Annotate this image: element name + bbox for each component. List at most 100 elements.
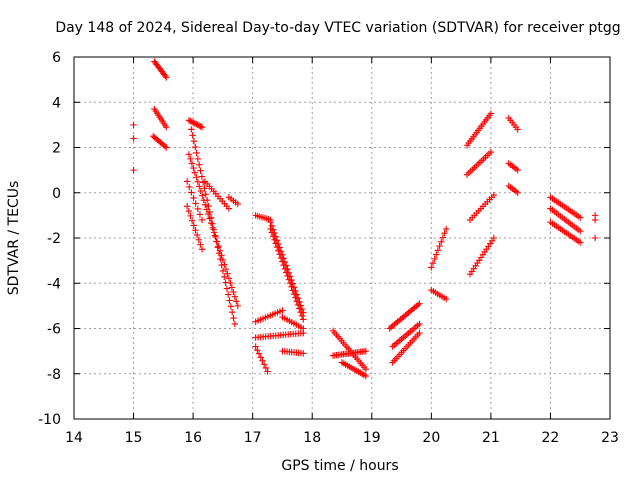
data-point	[163, 123, 170, 131]
data-point	[226, 297, 233, 304]
data-point	[293, 298, 300, 305]
data-point	[194, 155, 202, 163]
data-point	[190, 119, 197, 126]
data-point	[362, 347, 370, 355]
data-point	[225, 275, 233, 282]
data-point	[202, 201, 209, 209]
data-point	[487, 110, 495, 117]
data-point	[163, 144, 170, 151]
data-point	[225, 205, 233, 212]
y-tick-label: 2	[52, 141, 61, 157]
y-tick-label: 6	[52, 50, 61, 66]
data-point	[193, 149, 200, 157]
x-tick-label: 22	[542, 430, 560, 446]
data-point	[187, 117, 194, 125]
data-point	[255, 350, 263, 357]
data-point	[162, 72, 169, 80]
data-point	[279, 258, 286, 265]
data-point	[297, 309, 304, 316]
data-point	[591, 216, 599, 224]
data-point	[268, 222, 276, 229]
data-point	[591, 234, 599, 242]
data-point	[577, 228, 584, 235]
data-point	[362, 366, 370, 373]
data-point	[192, 200, 199, 207]
data-point	[290, 290, 298, 298]
data-point	[490, 234, 498, 242]
data-point	[188, 118, 196, 126]
axis-ticks	[73, 56, 611, 420]
data-point	[434, 247, 442, 254]
data-point	[194, 121, 201, 129]
data-point	[186, 183, 193, 191]
data-point	[190, 194, 197, 202]
data-point	[207, 214, 215, 222]
data-point	[296, 305, 303, 312]
data-point	[514, 166, 521, 174]
data-point	[190, 222, 197, 229]
data-point	[234, 302, 241, 310]
y-tick-labels: -10 -8 -6 -4 -2 0 2 4 6	[38, 50, 61, 428]
data-point	[193, 120, 200, 128]
data-point	[196, 211, 204, 218]
y-tick-label: 0	[52, 186, 61, 202]
data-point	[209, 220, 216, 227]
data-point	[183, 203, 191, 210]
y-tick-label: -8	[47, 367, 61, 383]
data-point	[283, 269, 290, 276]
data-point	[279, 307, 286, 314]
data-point	[197, 187, 204, 195]
data-point	[416, 329, 423, 337]
data-point	[292, 294, 299, 301]
data-point	[198, 216, 206, 224]
data-point	[276, 251, 283, 258]
data-point	[416, 320, 423, 328]
data-point	[198, 173, 206, 180]
data-point	[183, 178, 191, 185]
data-point	[188, 217, 196, 224]
x-tick-label: 21	[482, 430, 500, 446]
data-point	[190, 137, 198, 145]
data-point	[191, 169, 199, 176]
data-point	[205, 202, 212, 210]
data-point	[195, 236, 202, 243]
data-point	[443, 225, 450, 233]
data-point	[215, 250, 223, 257]
data-point	[431, 255, 438, 263]
data-point	[577, 214, 584, 221]
data-point	[130, 135, 137, 142]
data-point	[230, 314, 237, 322]
data-point	[300, 316, 307, 323]
data-point	[161, 143, 169, 150]
data-point	[221, 273, 228, 281]
data-point	[285, 276, 293, 283]
data-point	[267, 218, 274, 226]
data-point	[188, 126, 195, 133]
data-point	[280, 261, 287, 269]
data-point	[267, 225, 274, 233]
data-point	[206, 215, 213, 222]
data-point	[438, 238, 445, 245]
data-point	[300, 329, 307, 337]
x-tick-label: 18	[303, 430, 321, 446]
data-point	[228, 308, 236, 316]
data-point	[230, 288, 237, 296]
data-point	[194, 178, 202, 186]
data-point	[202, 191, 210, 198]
data-point	[188, 160, 196, 167]
data-point	[192, 227, 199, 234]
data-point	[206, 208, 213, 216]
data-point	[259, 357, 266, 365]
data-point	[490, 191, 498, 199]
data-point	[195, 122, 203, 129]
data-point	[487, 148, 495, 156]
data-series	[130, 58, 599, 380]
data-point	[277, 254, 285, 262]
x-tick-label: 14	[65, 430, 83, 446]
data-point	[252, 343, 259, 350]
data-point	[281, 265, 289, 272]
data-point	[272, 240, 279, 247]
data-point	[227, 303, 235, 310]
data-point	[214, 244, 221, 251]
data-point	[197, 241, 204, 248]
